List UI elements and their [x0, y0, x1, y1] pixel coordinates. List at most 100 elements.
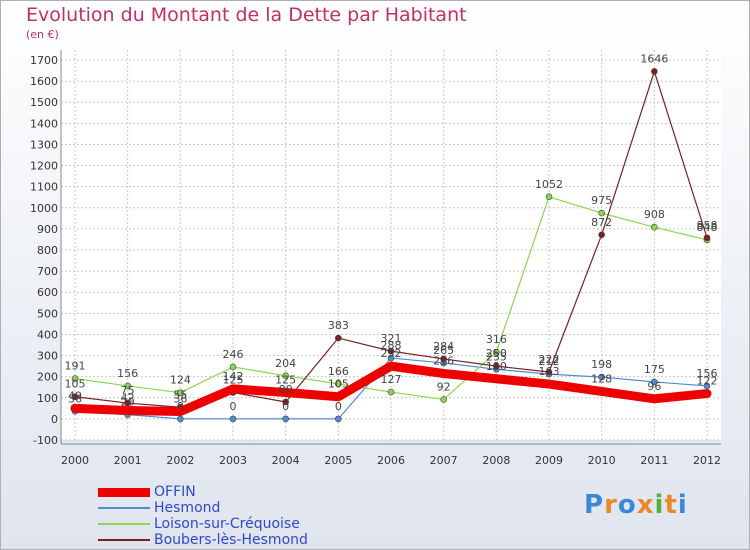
y-tick-label: -100: [33, 434, 58, 447]
data-label: 75: [121, 384, 135, 397]
logo-letter: P: [584, 490, 605, 520]
legend-swatch: [98, 523, 150, 525]
data-point: [387, 354, 395, 362]
legend-swatch: [98, 507, 150, 509]
legend-label: OFFIN: [154, 484, 196, 500]
data-label: 250: [486, 347, 507, 360]
y-tick-label: 100: [37, 392, 58, 405]
data-label: 42: [121, 391, 135, 404]
legend-item: Boubers-lès-Hesmond: [98, 532, 308, 548]
data-label: 975: [591, 194, 612, 207]
data-point: [229, 415, 237, 423]
data-label: 908: [644, 208, 665, 221]
data-label: 124: [170, 374, 191, 387]
data-label: 321: [381, 332, 402, 345]
legend-swatch: [98, 487, 150, 497]
data-point: [282, 372, 289, 380]
x-tick-label: 2008: [482, 454, 510, 467]
logo-letter: t: [664, 490, 678, 520]
data-point: [282, 415, 289, 423]
data-label: 36: [68, 392, 82, 405]
data-point: [598, 373, 605, 381]
x-tick-label: 2001: [114, 454, 142, 467]
data-label: 212: [539, 355, 560, 368]
data-label: 175: [644, 363, 665, 376]
y-tick-label: 200: [37, 371, 58, 384]
data-label: 235: [486, 350, 507, 363]
data-label: 96: [647, 380, 661, 393]
data-label: 190: [486, 360, 507, 373]
data-label: 0: [335, 400, 342, 413]
y-tick-label: 1500: [30, 96, 58, 109]
legend-swatch: [98, 539, 150, 541]
data-label: 80: [279, 383, 293, 396]
y-tick-label: 700: [37, 265, 58, 278]
data-point: [598, 209, 605, 217]
data-label: 848: [697, 221, 718, 234]
data-point: [282, 398, 289, 406]
line-chart: -100010020030040050060070080090010001100…: [30, 50, 721, 467]
logo-letter: i: [677, 490, 688, 520]
data-point: [545, 193, 553, 201]
data-label: 288: [381, 339, 402, 352]
data-point: [387, 388, 395, 396]
data-label: 316: [486, 333, 507, 346]
proxiti-logo: Proxiti: [584, 490, 688, 520]
y-tick-label: 1600: [30, 75, 58, 88]
data-point: [545, 368, 553, 376]
data-label: 252: [381, 347, 402, 360]
y-tick-label: 600: [37, 286, 58, 299]
data-label: 0: [230, 400, 237, 413]
data-label: 122: [697, 375, 718, 388]
data-label: 142: [223, 370, 244, 383]
y-tick-label: 300: [37, 350, 58, 363]
data-point: [177, 415, 184, 423]
logo-letter: x: [636, 490, 655, 520]
data-label: 49: [68, 389, 82, 402]
data-point: [335, 380, 342, 388]
data-point: [703, 234, 711, 242]
x-tick-label: 2002: [166, 454, 194, 467]
data-label: 105: [328, 378, 349, 391]
data-label: 1052: [535, 178, 563, 191]
data-label: 858: [697, 219, 718, 232]
x-tick-label: 2000: [61, 454, 89, 467]
data-point: [229, 363, 237, 371]
data-label: 156: [117, 367, 138, 380]
chart-title: Evolution du Montant de la Dette par Hab…: [26, 4, 467, 26]
data-label: 163: [539, 365, 560, 378]
data-point: [493, 362, 500, 370]
chart-legend: OFFIN Hesmond Loison-sur-Créquoise Boubers-…: [98, 484, 308, 548]
x-tick-label: 2004: [272, 454, 300, 467]
logo-letter: o: [617, 490, 637, 520]
x-tick-label: 2003: [219, 454, 247, 467]
x-tick-label: 2012: [693, 454, 721, 467]
data-label: 204: [275, 357, 296, 370]
data-label: 127: [381, 373, 402, 386]
data-point: [703, 382, 711, 390]
data-label: 1646: [640, 52, 668, 65]
legend-item: Loison-sur-Créquoise: [98, 516, 308, 532]
data-label: 166: [328, 365, 349, 378]
data-label: 284: [433, 340, 454, 353]
data-label: 191: [65, 360, 86, 373]
chart-unit-label: (en €): [26, 28, 59, 41]
data-label: 128: [591, 372, 612, 385]
data-point: [440, 396, 447, 403]
data-label: 92: [437, 380, 451, 393]
data-label: 125: [275, 374, 296, 387]
series-line: [70, 361, 712, 416]
y-tick-label: 0: [51, 413, 58, 426]
data-point: [335, 334, 342, 342]
data-label: 20: [121, 396, 135, 409]
y-tick-label: 500: [37, 307, 58, 320]
y-tick-label: 1400: [30, 117, 58, 130]
y-tick-label: 400: [37, 328, 58, 341]
x-tick-label: 2011: [640, 454, 668, 467]
data-point: [387, 347, 395, 355]
y-tick-label: 1700: [30, 54, 58, 67]
y-tick-label: 1300: [30, 138, 58, 151]
legend-label: Boubers-lès-Hesmond: [154, 532, 308, 548]
y-tick-label: 1000: [30, 202, 58, 215]
data-label: 36: [173, 393, 187, 406]
